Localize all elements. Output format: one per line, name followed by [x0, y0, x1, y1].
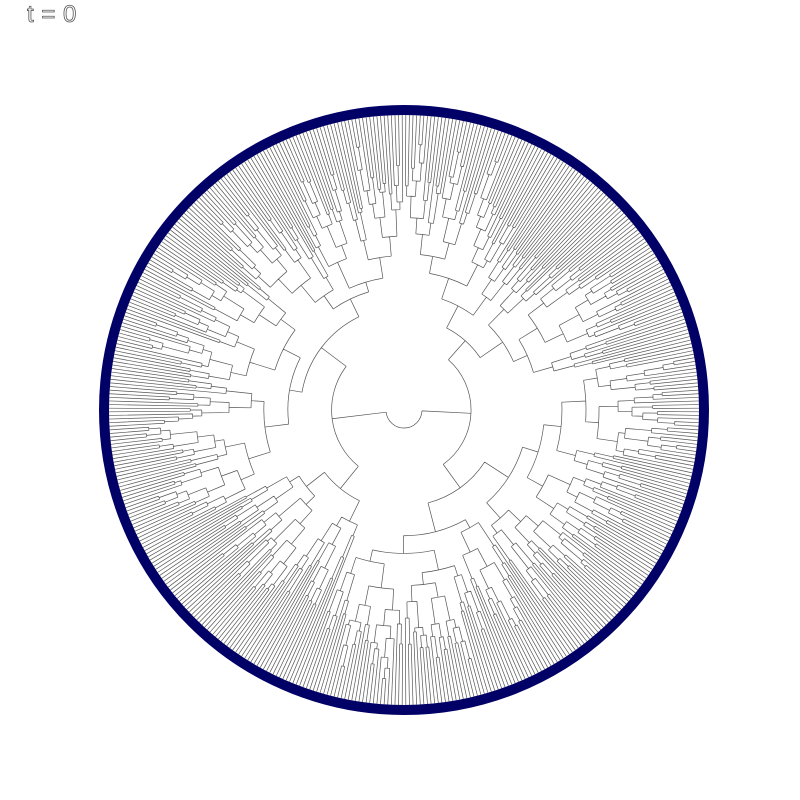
time-label: t = 0 — [27, 1, 77, 29]
branch-lines — [109, 115, 699, 705]
tree-branches — [109, 115, 699, 705]
tip-ring — [99, 105, 709, 715]
